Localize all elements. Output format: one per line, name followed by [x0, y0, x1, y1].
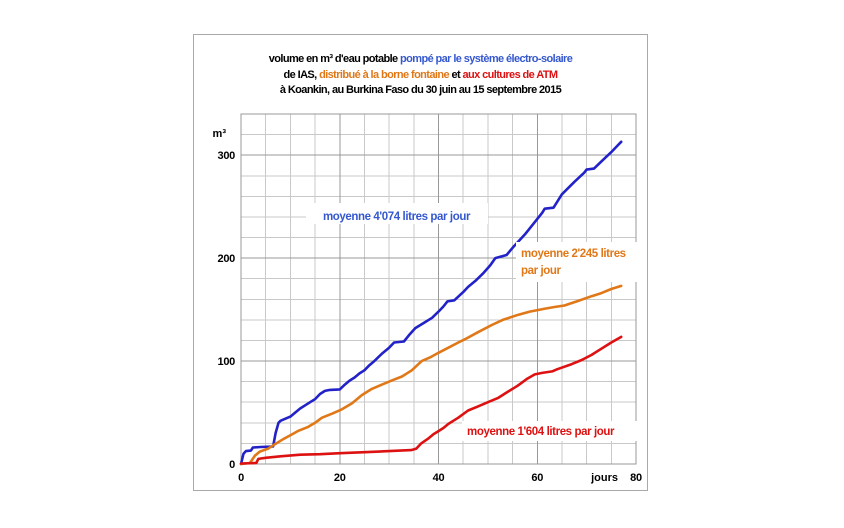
x-tick-label: 40 [433, 472, 445, 484]
x-tick-label: 0 [238, 472, 244, 484]
series-line-1 [239, 284, 623, 466]
annotation-bg-0 [306, 203, 488, 224]
x-tick-label: 80 [630, 472, 642, 484]
y-tick-label: 200 [218, 253, 236, 265]
x-tick-label: 60 [531, 472, 543, 484]
title-seg-blue: pompé par le système électro-solaire [400, 53, 573, 65]
figure-box: volume en m³ d'eau potable pompé par le … [193, 34, 648, 491]
annotation-bg-2 [462, 421, 638, 441]
title-seg-black3: et [448, 68, 463, 81]
chart-title: volume en m³ d'eau potable pompé par le … [194, 52, 647, 99]
y-tick-label: 300 [218, 150, 236, 162]
title-seg-black1: volume en m³ d'eau potable [268, 53, 401, 65]
annotation-text-0: moyenne 4'074 litres par jour [323, 211, 471, 223]
annotation-text-1: moyenne 2'245 litres [521, 248, 626, 260]
title-seg-black2: de IAS, [283, 68, 320, 81]
x-axis-label: jours [590, 472, 618, 484]
series-line-0 [239, 140, 623, 466]
y-axis-unit-label: m³ [213, 128, 227, 140]
chart-title-line3: à Koankin, au Burkina Faso du 30 juin au… [279, 84, 562, 96]
series-line-2 [239, 335, 623, 465]
chart-plot-area [240, 113, 637, 465]
x-tick-label: 20 [334, 472, 346, 484]
annotation-text-1: par jour [521, 265, 562, 277]
annotation-bg-1 [516, 242, 642, 282]
title-seg-orange: distribué à la borne fontaine [319, 68, 450, 81]
annotation-text-2: moyenne 1'604 litres par jour [467, 426, 615, 438]
y-tick-label: 100 [218, 356, 236, 368]
chart-title-line2: de IAS, distribué à la borne fontaine et… [194, 68, 647, 84]
y-tick-label: 0 [229, 459, 235, 471]
chart-svg: moyenne 4'074 litres par jour moyenne 2'2… [213, 113, 642, 484]
chart-title-line1: volume en m³ d'eau potable pompé par le … [194, 52, 647, 68]
title-seg-red: aux cultures de ATM [462, 68, 558, 81]
